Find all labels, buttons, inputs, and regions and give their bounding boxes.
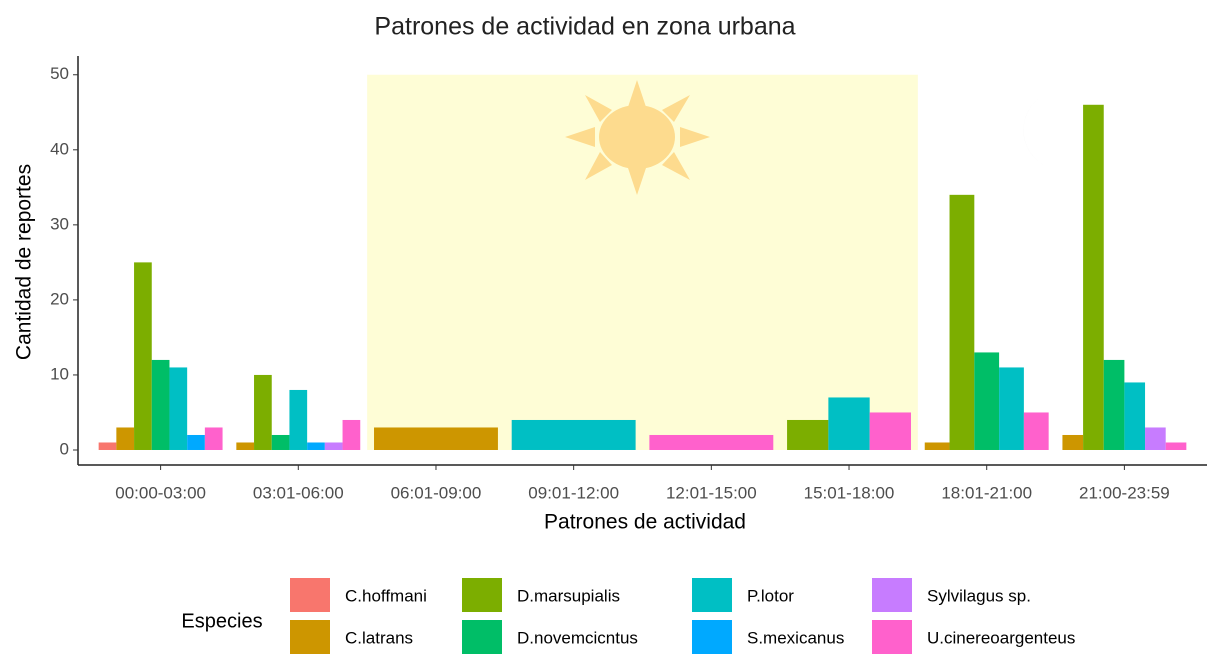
- legend-label: P.lotor: [747, 586, 794, 605]
- legend-key: [872, 620, 912, 654]
- bar: [869, 412, 911, 450]
- bar: [1145, 427, 1166, 450]
- legend-key: [290, 620, 330, 654]
- bar: [307, 442, 325, 450]
- bar: [236, 442, 255, 450]
- x-tick-label: 18:01-21:00: [941, 483, 1032, 502]
- bar: [254, 374, 272, 450]
- bar: [342, 419, 361, 450]
- y-tick-label: 50: [50, 64, 69, 83]
- y-tick-label: 40: [50, 139, 69, 158]
- bar: [649, 434, 774, 450]
- bar: [204, 427, 223, 450]
- bar: [271, 434, 290, 450]
- bar: [949, 194, 975, 450]
- bar: [828, 397, 870, 450]
- moon-icon: [221, 72, 275, 152]
- bar: [134, 262, 152, 450]
- bar: [511, 419, 636, 450]
- bar: [151, 359, 170, 450]
- legend-key: [872, 578, 912, 612]
- legend-label: D.novemcicntus: [517, 628, 638, 647]
- bar: [289, 389, 308, 450]
- bar: [187, 434, 205, 450]
- bar: [374, 427, 498, 450]
- bar: [116, 427, 135, 450]
- bar: [999, 367, 1024, 450]
- x-tick-label: 06:01-09:00: [391, 483, 482, 502]
- chart-title: Patrones de actividad en zona urbana: [374, 13, 795, 41]
- bar: [787, 419, 829, 450]
- y-tick-label: 0: [60, 439, 69, 458]
- x-tick-label: 12:01-15:00: [666, 483, 757, 502]
- legend-key: [462, 578, 502, 612]
- legend-key: [290, 578, 330, 612]
- legend-label: Sylvilagus sp.: [927, 586, 1031, 605]
- legend-key: [462, 620, 502, 654]
- x-tick-label: 03:01-06:00: [253, 483, 344, 502]
- legend-label: U.cinereoargenteus: [927, 628, 1075, 647]
- bar: [1062, 434, 1084, 450]
- x-axis-title: Patrones de actividad: [544, 511, 746, 534]
- y-tick-label: 20: [50, 289, 69, 308]
- bar: [1103, 359, 1125, 450]
- x-tick-label: 09:01-12:00: [528, 483, 619, 502]
- bar: [1023, 412, 1049, 450]
- legend-label: S.mexicanus: [747, 628, 844, 647]
- bar: [169, 367, 188, 450]
- bar: [98, 442, 117, 450]
- legend-label: D.marsupialis: [517, 586, 620, 605]
- legend-label: C.hoffmani: [345, 586, 427, 605]
- moon-icon: [1023, 92, 1078, 171]
- legend-title: Especies: [181, 610, 262, 632]
- x-tick-label: 00:00-03:00: [115, 483, 206, 502]
- legend-key: [692, 620, 732, 654]
- bar: [924, 442, 950, 450]
- sun-icon: [565, 80, 710, 195]
- x-tick-label: 15:01-18:00: [804, 483, 895, 502]
- y-axis-title: Cantidad de reportes: [13, 164, 36, 360]
- bar: [974, 352, 1000, 450]
- bar: [1165, 442, 1187, 450]
- bar: [1124, 382, 1146, 450]
- y-tick-label: 10: [50, 364, 69, 383]
- x-tick-label: 21:00-23:59: [1079, 483, 1170, 502]
- legend-key: [692, 578, 732, 612]
- legend-label: C.latrans: [345, 628, 413, 647]
- bar: [1083, 104, 1104, 450]
- y-tick-label: 30: [50, 214, 69, 233]
- bar: [324, 442, 343, 450]
